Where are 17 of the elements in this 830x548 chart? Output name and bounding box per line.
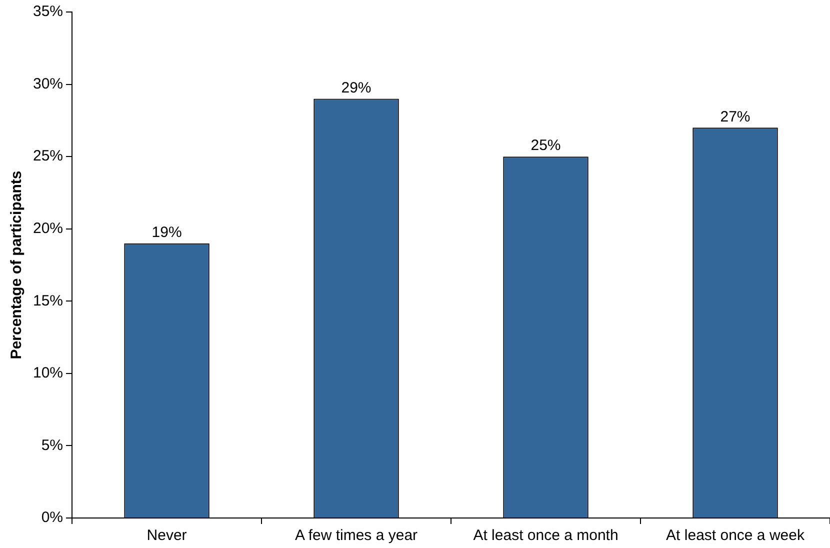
y-axis-title: Percentage of participants (8, 170, 26, 360)
x-tick-label: Never (146, 527, 187, 544)
y-tick-label: 15% (32, 292, 64, 310)
data-label: 25% (530, 137, 561, 154)
x-tick-label: A few times a year (294, 527, 418, 544)
y-tick-label: 30% (32, 75, 64, 92)
y-tick-label: 5% (41, 436, 64, 454)
y-tick-label: 0% (41, 509, 64, 526)
x-tick-label: At least once a week (666, 527, 805, 544)
x-tick-label: At least once a month (473, 527, 618, 544)
y-tick-label: 35% (32, 3, 64, 20)
y-tick-label: 25% (32, 148, 64, 165)
y-tick-label: 20% (32, 220, 64, 237)
data-label: 19% (152, 224, 182, 241)
data-label: 27% (720, 108, 750, 126)
y-tick-label: 10% (32, 364, 64, 382)
data-label: 29% (341, 79, 372, 96)
